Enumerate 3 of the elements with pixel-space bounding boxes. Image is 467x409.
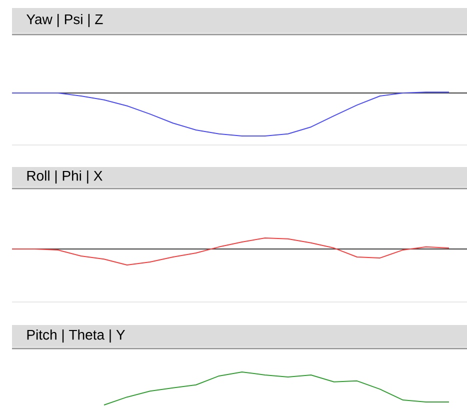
chart-title: Roll | Phi | X bbox=[27, 170, 102, 184]
chart-title: Yaw | Psi | Z bbox=[26, 14, 103, 28]
chart-title: Pitch | Theta | Y bbox=[27, 329, 125, 343]
